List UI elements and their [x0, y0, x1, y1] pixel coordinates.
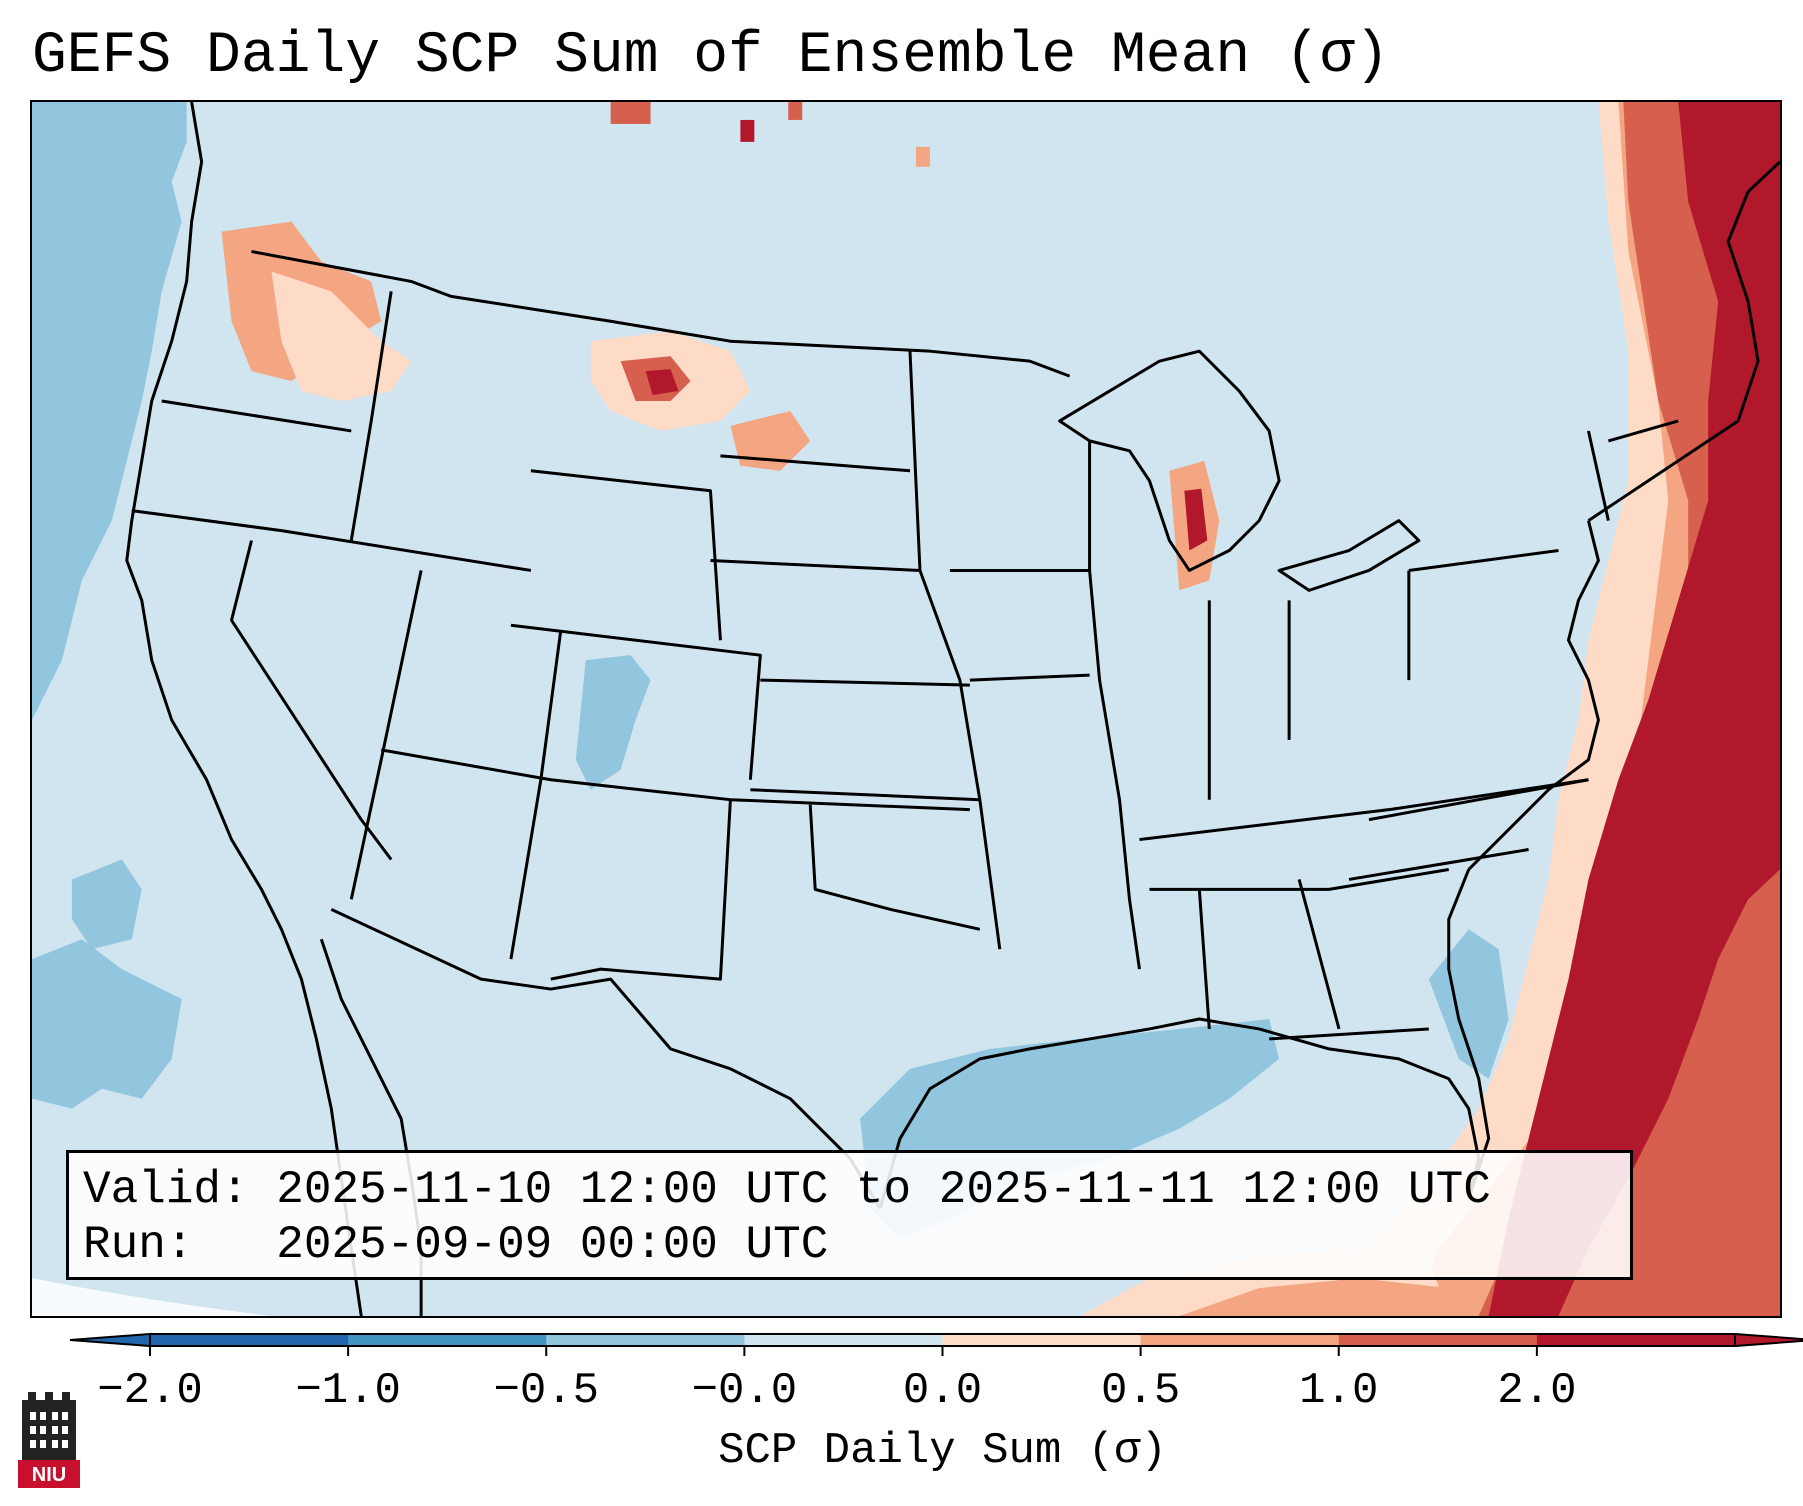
niu-logo: NIU [18, 1392, 80, 1488]
pacific-negative-field [32, 102, 187, 720]
border-wa-or [161, 399, 352, 433]
border-az-nm [380, 748, 970, 812]
border-wy-co [510, 623, 762, 780]
border-ne-ks [760, 678, 970, 687]
colorbar-ticks: −2.0 −1.0 −0.5 −0.0 0.0 0.5 1.0 2.0 [97, 1346, 1576, 1416]
border-mississippi [1088, 440, 1141, 970]
montana-very-strong [645, 369, 679, 396]
colorbar-tick-label: 2.0 [1497, 1366, 1576, 1416]
border-nd-sd [720, 454, 911, 473]
logo-text: NIU [32, 1464, 66, 1486]
colorbar-segment [1140, 1334, 1340, 1346]
colorbar-segment [942, 1334, 1142, 1346]
gulf-coast [1029, 1017, 1481, 1199]
atlantic-very-strong-positive [1488, 102, 1780, 1316]
border-va-nc [1368, 778, 1589, 822]
colorbar-tick-label: −1.0 [295, 1366, 401, 1416]
border-id-mt [349, 291, 393, 541]
border-ky-tn [1139, 778, 1589, 842]
border-ny-vt [1586, 430, 1610, 521]
lake-erie-outline [1277, 519, 1421, 592]
colorbar-segment [1338, 1334, 1538, 1346]
west-coastline [125, 102, 363, 1316]
border-tn-al [1149, 867, 1450, 891]
border-ms-al [1197, 889, 1211, 1030]
border-ks-ok [750, 788, 980, 802]
border-sd-ne [710, 558, 921, 572]
colorbar-under-triangle [69, 1332, 151, 1348]
border-mt-wy [530, 469, 722, 641]
northeast-coast [1587, 160, 1780, 522]
border-new-england [1607, 419, 1679, 443]
run-line: Run: 2025-09-09 00:00 UTC [83, 1219, 829, 1271]
florida-east-coast [1447, 868, 1491, 1199]
colorbar-label: SCP Daily Sum (σ) [718, 1426, 1167, 1476]
border-us-mexico [330, 907, 882, 1210]
pacific-negative-patch-mid [71, 859, 142, 950]
border-nc-sc [1348, 848, 1529, 881]
colorbar-tick-label: −0.0 [692, 1366, 798, 1416]
great-lakes-outline [1058, 349, 1281, 572]
colorbar-segment [150, 1334, 349, 1346]
border-ut-co [509, 630, 563, 960]
florida-east-negative [1428, 929, 1509, 1079]
colorbar-tick-label: 0.0 [903, 1366, 982, 1416]
canada-red-pixel-3 [788, 102, 803, 120]
border-nm-tx [550, 799, 732, 981]
colorbar-segments [150, 1334, 1736, 1346]
valid-line: Valid: 2025-11-10 12:00 UTC to 2025-11-1… [83, 1164, 1491, 1216]
border-nv-ut [349, 570, 423, 900]
chart-title: GEFS Daily SCP Sum of Ensemble Mean (σ) [32, 24, 1390, 89]
colorbar-segment [546, 1334, 745, 1346]
map-panel [30, 100, 1782, 1318]
outside-projection-area [32, 1278, 271, 1316]
colorbar-tick-label: −2.0 [97, 1366, 203, 1416]
colorbar-segment [1536, 1334, 1736, 1346]
border-ca-nv [230, 540, 393, 861]
border-plains-east [908, 351, 1002, 950]
colorbar-over-triangle [1734, 1332, 1803, 1348]
colorbar-segment [744, 1334, 943, 1346]
border-ia-mo [969, 673, 1090, 682]
colorbar: −2.0 −1.0 −0.5 −0.0 0.0 0.5 1.0 2.0 SCP Daily S… [69, 1332, 1803, 1476]
canada-red-pixel-1 [610, 102, 651, 124]
border-al-ga [1297, 879, 1341, 1030]
lake-michigan-strong [1184, 488, 1208, 551]
southeast-coast [1467, 520, 1600, 871]
border-pa-ny [1408, 549, 1559, 572]
canada-pink-pixel [915, 146, 930, 167]
pnw-weak-positive-patch [271, 271, 412, 402]
colorbar-segment [348, 1334, 547, 1346]
pacific-negative-patch-south [32, 939, 182, 1109]
colorbar-tick-label: 0.5 [1101, 1366, 1180, 1416]
boundaries [125, 102, 1780, 1316]
map-svg [32, 102, 1780, 1316]
colorbar-tick-label: −0.5 [493, 1366, 599, 1416]
us-canada-border [251, 250, 1071, 378]
caribbean-moderate-positive [1179, 1278, 1459, 1316]
border-or-ca [131, 509, 532, 572]
colorado-negative [575, 655, 651, 790]
colorbar-tick-label: 1.0 [1299, 1366, 1378, 1416]
atlantic-strong-positive [1478, 102, 1780, 1316]
border-ga-fl [1269, 1027, 1429, 1041]
canada-red-pixel-2 [740, 119, 755, 142]
valid-run-infobox: Valid: 2025-11-10 12:00 UTC to 2025-11-1… [66, 1150, 1633, 1280]
border-ok-tx [808, 804, 981, 931]
nd-positive-patch [730, 410, 811, 471]
